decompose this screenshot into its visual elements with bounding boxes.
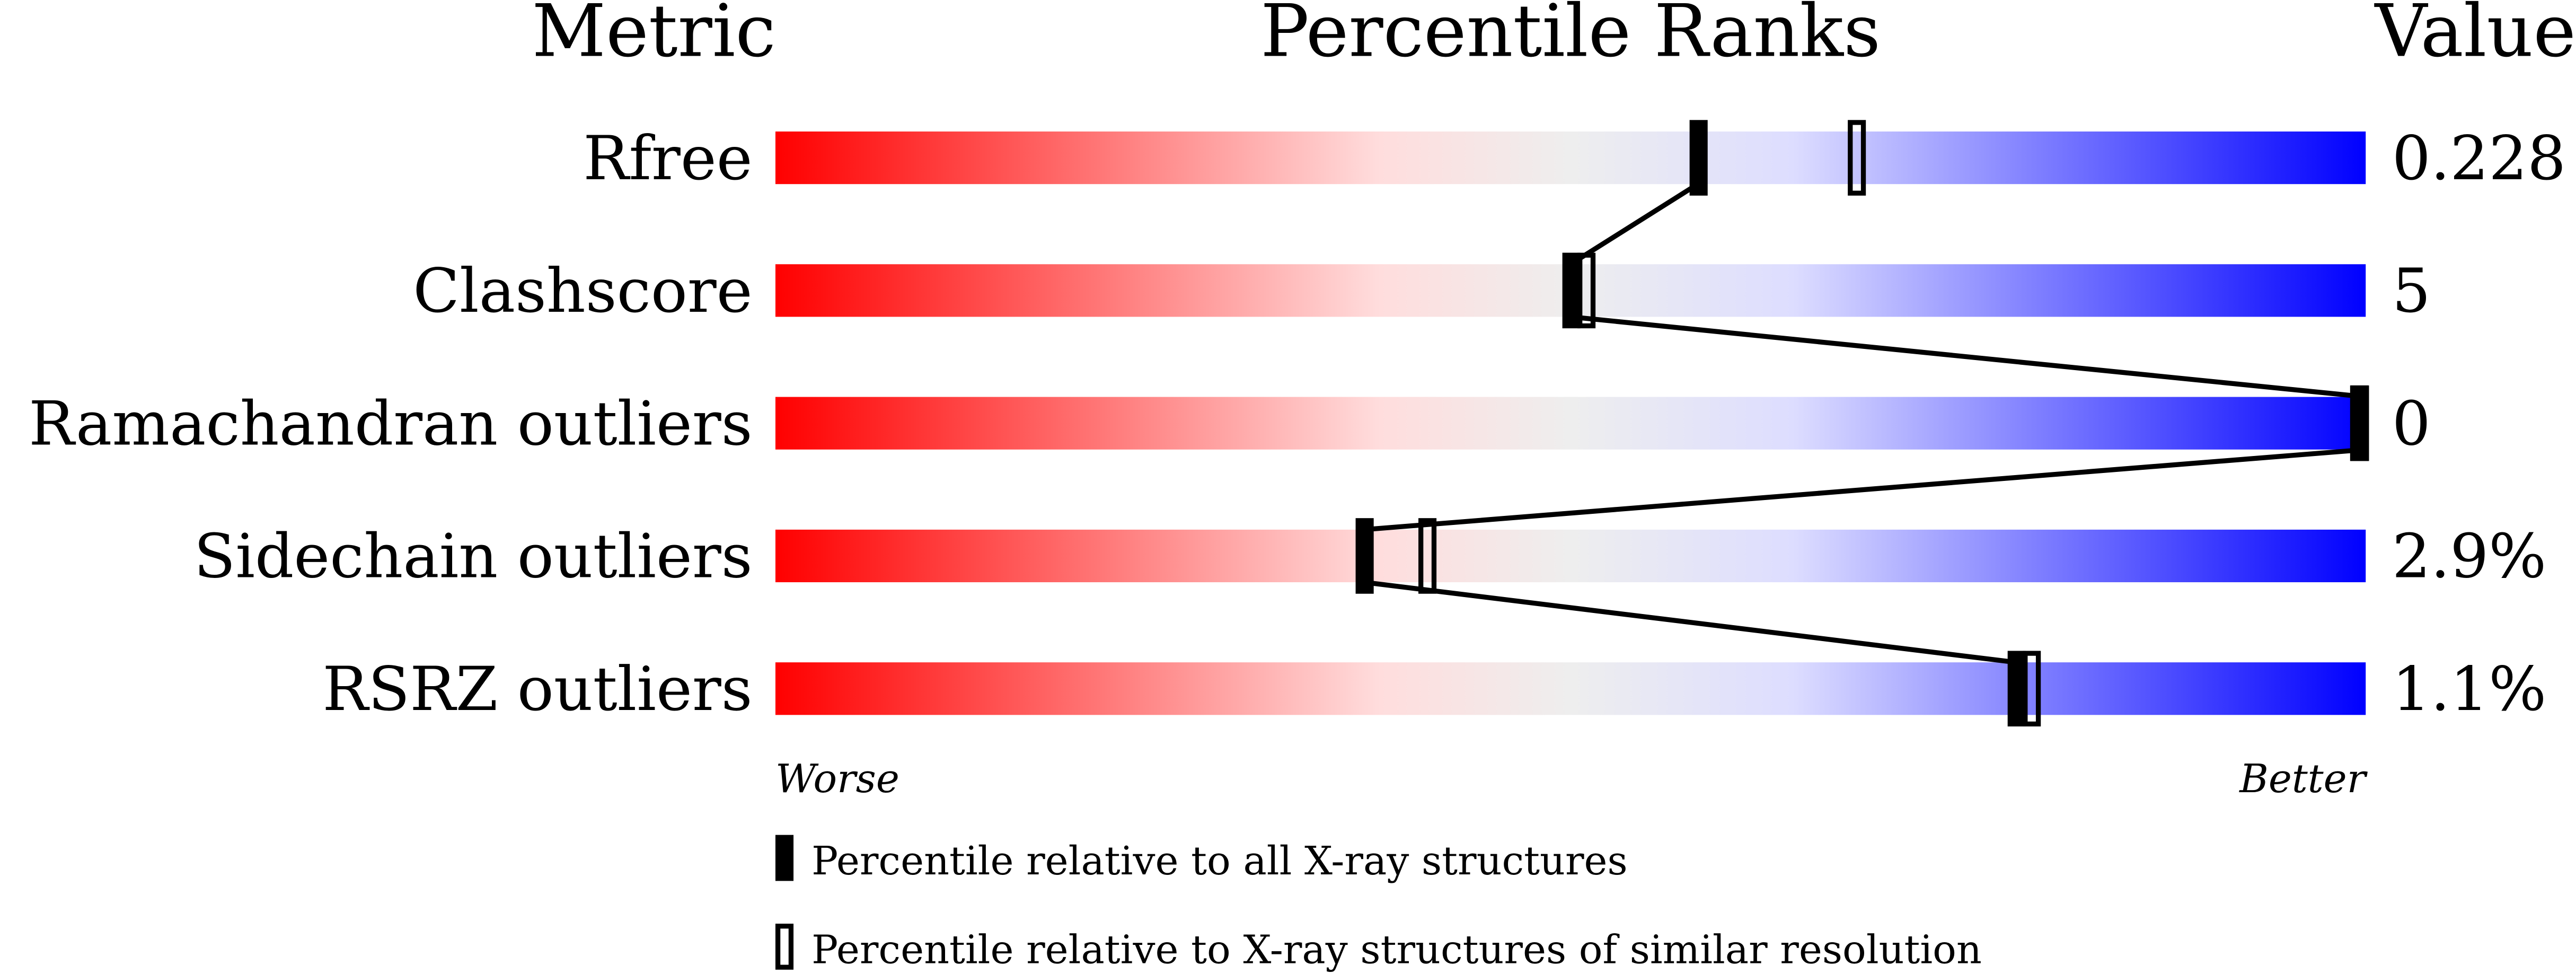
axis-worse: Worse	[775, 756, 899, 802]
connector-line	[1570, 314, 2366, 400]
marker-all-structures	[2007, 651, 2026, 727]
metric-label: Sidechain outliers	[194, 522, 753, 592]
legend-all: Percentile relative to all X-ray structu…	[811, 838, 1628, 884]
legend-filled-marker	[775, 835, 794, 881]
metric-value: 0	[2392, 389, 2431, 459]
legend-similar: Percentile relative to X-ray structures …	[811, 926, 1982, 972]
percentile-bar	[775, 662, 2366, 715]
metric-value: 2.9%	[2392, 522, 2546, 592]
percentile-bar	[775, 397, 2366, 450]
marker-all-structures	[1562, 252, 1581, 329]
connector-line	[1363, 580, 2016, 665]
connector-line	[1569, 182, 1699, 267]
marker-all-structures	[1689, 120, 1708, 196]
connector-line	[1363, 447, 2366, 532]
metric-value: 0.228	[2392, 124, 2566, 194]
header-percentile-ranks: Percentile Ranks	[1260, 0, 1881, 73]
percentile-bar	[775, 132, 2366, 185]
header-metric: Metric	[532, 0, 775, 73]
percentile-bar	[775, 529, 2366, 583]
metric-label: Rfree	[583, 124, 752, 194]
axis-better: Better	[2238, 756, 2368, 802]
marker-similar-resolution	[1848, 120, 1866, 196]
metric-label: Clashscore	[413, 256, 752, 327]
legend-open-marker	[775, 923, 794, 970]
metric-value: 1.1%	[2392, 654, 2546, 725]
metric-label: Ramachandran outliers	[29, 389, 752, 459]
marker-all-structures	[1355, 518, 1374, 594]
marker-all-structures	[2351, 385, 2369, 461]
metric-label: RSRZ outliers	[322, 654, 752, 725]
metric-value: 5	[2392, 256, 2431, 327]
header-value: Value	[2374, 0, 2576, 73]
marker-similar-resolution	[1418, 518, 1437, 594]
